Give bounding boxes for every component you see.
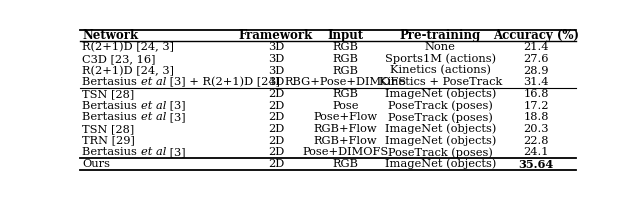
Text: 35.64: 35.64 [518,159,554,170]
Text: 18.8: 18.8 [524,112,549,122]
Text: Kinetics (actions): Kinetics (actions) [390,65,491,76]
Text: 3D: 3D [268,54,284,64]
Text: TRN [29]: TRN [29] [83,136,135,146]
Text: 27.6: 27.6 [524,54,549,64]
Text: PoseTrack (poses): PoseTrack (poses) [388,112,493,123]
Text: 17.2: 17.2 [524,101,549,111]
Text: Framework: Framework [239,29,313,42]
Text: Sports1M (actions): Sports1M (actions) [385,54,496,64]
Text: RGB+Flow: RGB+Flow [314,136,378,146]
Text: Pose+DIMOFS: Pose+DIMOFS [303,147,388,157]
Text: Pose: Pose [332,101,359,111]
Text: R(2+1)D [24, 3]: R(2+1)D [24, 3] [83,65,175,76]
Text: ImageNet (objects): ImageNet (objects) [385,124,496,134]
Text: PoseTrack (poses): PoseTrack (poses) [388,100,493,111]
Text: TSN [28]: TSN [28] [83,89,135,99]
Text: 28.9: 28.9 [524,66,549,76]
Text: RGB: RGB [333,89,358,99]
Text: Pose+Flow: Pose+Flow [314,112,378,122]
Text: Input: Input [328,29,364,42]
Text: RBG+Pose+DIMOFS: RBG+Pose+DIMOFS [285,77,406,87]
Text: RGB: RGB [333,42,358,52]
Text: [3]: [3] [166,112,186,122]
Text: Ours: Ours [83,159,111,169]
Text: 3D: 3D [268,66,284,76]
Text: 20.3: 20.3 [524,124,549,134]
Text: 3D: 3D [268,42,284,52]
Text: 2D: 2D [268,101,284,111]
Text: ImageNet (objects): ImageNet (objects) [385,159,496,169]
Text: [3]: [3] [166,101,186,111]
Text: et al: et al [141,147,166,157]
Text: ImageNet (objects): ImageNet (objects) [385,89,496,99]
Text: Bertasius: Bertasius [83,147,141,157]
Text: 21.4: 21.4 [524,42,549,52]
Text: Bertasius: Bertasius [83,77,141,87]
Text: PoseTrack (poses): PoseTrack (poses) [388,147,493,158]
Text: 2D: 2D [268,89,284,99]
Text: 2D: 2D [268,136,284,146]
Text: Bertasius: Bertasius [83,112,141,122]
Text: Accuracy (%): Accuracy (%) [493,29,579,42]
Text: Bertasius: Bertasius [83,101,141,111]
Text: [3]: [3] [166,147,186,157]
Text: 16.8: 16.8 [524,89,549,99]
Text: C3D [23, 16]: C3D [23, 16] [83,54,156,64]
Text: et al: et al [141,101,166,111]
Text: RGB: RGB [333,54,358,64]
Text: Network: Network [83,29,139,42]
Text: et al: et al [141,77,166,87]
Text: 31.4: 31.4 [524,77,549,87]
Text: None: None [425,42,456,52]
Text: 2D: 2D [268,159,284,169]
Text: R(2+1)D [24, 3]: R(2+1)D [24, 3] [83,42,175,52]
Text: Kinetics + PoseTrack: Kinetics + PoseTrack [379,77,502,87]
Text: 3D: 3D [268,77,284,87]
Text: et al: et al [141,112,166,122]
Text: 2D: 2D [268,112,284,122]
Text: ImageNet (objects): ImageNet (objects) [385,135,496,146]
Text: RGB: RGB [333,66,358,76]
Text: Pre-training: Pre-training [400,29,481,42]
Text: [3] + R(2+1)D [24]: [3] + R(2+1)D [24] [166,77,280,87]
Text: RGB+Flow: RGB+Flow [314,124,378,134]
Text: RGB: RGB [333,159,358,169]
Text: TSN [28]: TSN [28] [83,124,135,134]
Text: 2D: 2D [268,124,284,134]
Text: 2D: 2D [268,147,284,157]
Text: 22.8: 22.8 [524,136,549,146]
Text: 24.1: 24.1 [524,147,549,157]
